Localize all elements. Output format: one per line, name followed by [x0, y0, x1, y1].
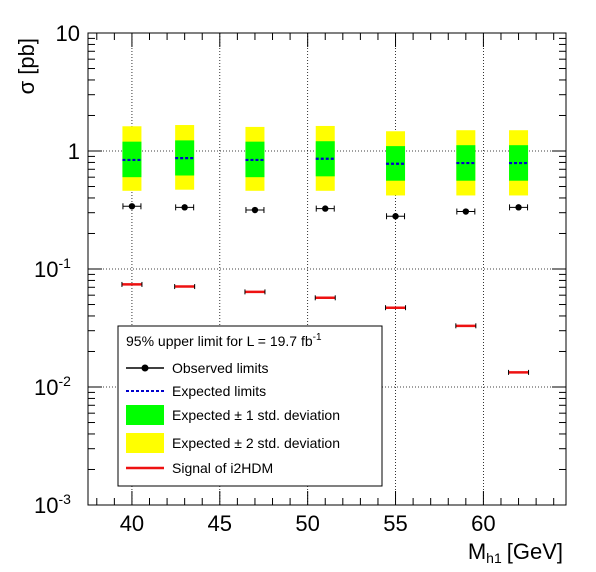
x-tick-label: 40: [120, 511, 144, 536]
legend-observed-marker: [141, 364, 149, 372]
y-tick-label-exponent: -2: [58, 373, 71, 389]
signal-markers: [121, 281, 530, 375]
y-tick-label-base: 10: [34, 257, 58, 282]
expected-limit-markers: [122, 157, 529, 165]
legend: 95% upper limit for L = 19.7 fb-1 Observ…: [117, 325, 383, 487]
legend-1sigma-symbol: [126, 405, 164, 425]
x-tick-label: 45: [208, 511, 232, 536]
observed-limit-point: [128, 203, 136, 210]
y-tick-label: 10: [56, 21, 80, 46]
y-tick-label-exponent: -1: [58, 255, 71, 271]
observed-limit-point: [515, 204, 522, 211]
observed-limit-point: [181, 204, 188, 211]
expected-1sigma-bands: [122, 140, 529, 181]
x-axis-title-sub: h1: [486, 550, 502, 566]
legend-2sigma-symbol: [126, 433, 164, 453]
legend-signal-label: Signal of i2HDM: [172, 460, 273, 476]
observed-limit-point: [462, 208, 470, 215]
x-axis-title: Mh1 [GeV]: [468, 539, 563, 566]
band-1sigma: [245, 141, 265, 178]
observed-limit-markers: [122, 203, 529, 220]
legend-1sigma-label: Expected ± 1 std. deviation: [172, 407, 340, 423]
y-tick-label-base: 1: [68, 139, 80, 164]
y-axis-title: σ [pb]: [14, 38, 39, 94]
y-tick-label: 1: [68, 139, 80, 164]
legend-observed-label: Observed limits: [172, 360, 268, 376]
y-tick-label: 10-2: [34, 373, 71, 400]
legend-expected-label: Expected limits: [172, 383, 266, 399]
y-tick-label-exponent: -3: [58, 491, 71, 507]
x-tick-label: 50: [295, 511, 319, 536]
y-tick-label-base: 10: [56, 21, 80, 46]
y-tick-label-base: 10: [34, 493, 58, 518]
x-axis-title-unit: [GeV]: [507, 539, 563, 564]
legend-title-text: 95% upper limit for L = 19.7 fb: [126, 333, 313, 349]
band-1sigma: [509, 145, 529, 181]
legend-2sigma-label: Expected ± 2 std. deviation: [172, 435, 340, 451]
observed-limit-point: [322, 205, 329, 212]
y-tick-label: 10-1: [34, 255, 71, 282]
band-1sigma: [456, 145, 476, 181]
legend-title: 95% upper limit for L = 19.7 fb-1: [126, 332, 322, 349]
axis-ticks: [88, 33, 566, 506]
observed-limit-point: [392, 213, 399, 220]
x-tick-label: 55: [383, 511, 407, 536]
band-1sigma: [315, 141, 335, 177]
band-1sigma: [122, 141, 142, 178]
band-1sigma: [386, 146, 406, 181]
y-tick-label-base: 10: [34, 375, 58, 400]
observed-limit-point: [251, 206, 259, 214]
x-tick-labels: 40 45 50 55 60: [120, 511, 496, 536]
x-axis-title-var: M: [468, 539, 486, 564]
band-1sigma: [175, 140, 195, 176]
y-tick-label: 10-3: [34, 491, 71, 518]
x-tick-label: 60: [471, 511, 495, 536]
legend-title-sup: -1: [313, 332, 322, 343]
